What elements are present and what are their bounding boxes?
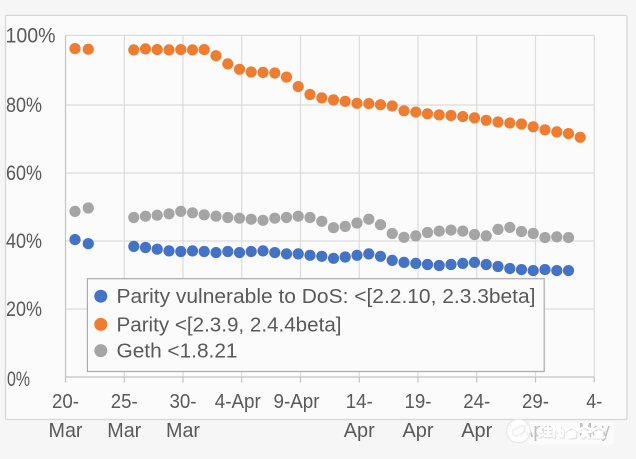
svg-text:29-: 29- xyxy=(522,391,549,413)
svg-text:20%: 20% xyxy=(6,297,42,321)
svg-text:4-: 4- xyxy=(586,391,602,413)
svg-text:Apr: Apr xyxy=(461,420,492,442)
svg-text:Apr: Apr xyxy=(403,420,434,442)
svg-text:100%: 100% xyxy=(6,23,56,47)
svg-text:9-Apr: 9-Apr xyxy=(274,391,320,413)
svg-text:20-: 20- xyxy=(52,391,79,413)
svg-text:Mar: Mar xyxy=(166,420,200,442)
svg-text:Mar: Mar xyxy=(107,420,141,442)
svg-text:25-: 25- xyxy=(111,391,138,413)
svg-text:0%: 0% xyxy=(7,367,30,391)
svg-text:Geth <1.8.21: Geth <1.8.21 xyxy=(117,341,238,363)
svg-text:30-: 30- xyxy=(170,391,197,413)
svg-text:Apr: Apr xyxy=(344,420,375,442)
svg-text:Mar: Mar xyxy=(49,420,83,442)
svg-text:24-: 24- xyxy=(463,391,490,413)
svg-text:60%: 60% xyxy=(6,161,42,185)
svg-text:4-Apr: 4-Apr xyxy=(215,391,261,413)
svg-text:19-: 19- xyxy=(405,391,432,413)
svg-text:40%: 40% xyxy=(6,229,42,253)
svg-text:Parity vulnerable to DoS: <[2.: Parity vulnerable to DoS: <[2.2.10, 2.3.… xyxy=(117,286,536,308)
svg-text:14-: 14- xyxy=(346,391,373,413)
svg-text:80%: 80% xyxy=(6,93,42,117)
svg-text:Parity <[2.3.9, 2.4.4beta]: Parity <[2.3.9, 2.4.4beta] xyxy=(117,314,342,336)
